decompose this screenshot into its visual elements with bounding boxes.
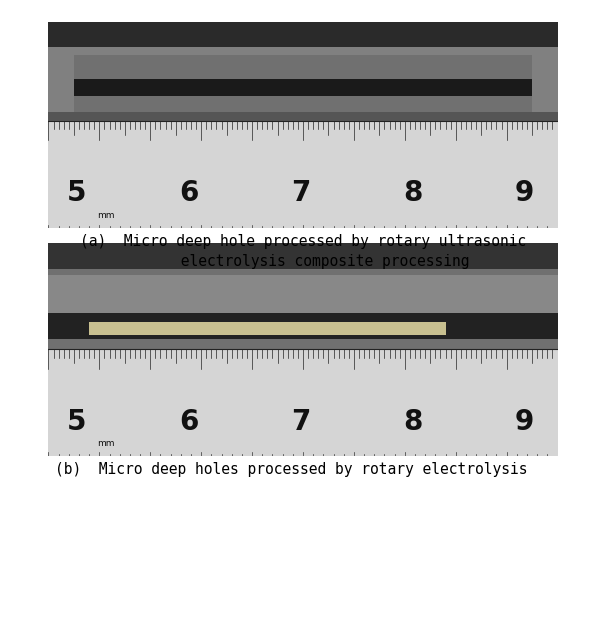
Bar [48, 275, 558, 318]
Bar [48, 243, 558, 269]
Bar [48, 22, 558, 47]
Text: 8: 8 [403, 180, 422, 208]
Text: 6: 6 [179, 407, 198, 436]
Bar [48, 349, 558, 456]
Text: 7: 7 [291, 407, 310, 436]
Text: 9: 9 [515, 407, 534, 436]
Bar [89, 322, 445, 334]
Bar [48, 120, 558, 228]
Text: mm: mm [97, 212, 115, 220]
Text: (b)  Micro deep holes processed by rotary electrolysis: (b) Micro deep holes processed by rotary… [55, 462, 527, 477]
Text: 7: 7 [291, 180, 310, 208]
Text: 5: 5 [67, 407, 86, 436]
Bar [48, 22, 558, 120]
Bar [74, 79, 532, 96]
Text: mm: mm [97, 439, 115, 449]
Text: 8: 8 [403, 407, 422, 436]
Text: 6: 6 [179, 180, 198, 208]
Bar [48, 112, 558, 120]
Text: 5: 5 [67, 180, 86, 208]
Bar [74, 55, 532, 117]
Bar [48, 243, 558, 349]
Text: 9: 9 [515, 180, 534, 208]
Text: (a)  Micro deep hole processed by rotary ultrasonic
     electrolysis composite : (a) Micro deep hole processed by rotary … [80, 234, 526, 269]
Bar [48, 313, 558, 339]
